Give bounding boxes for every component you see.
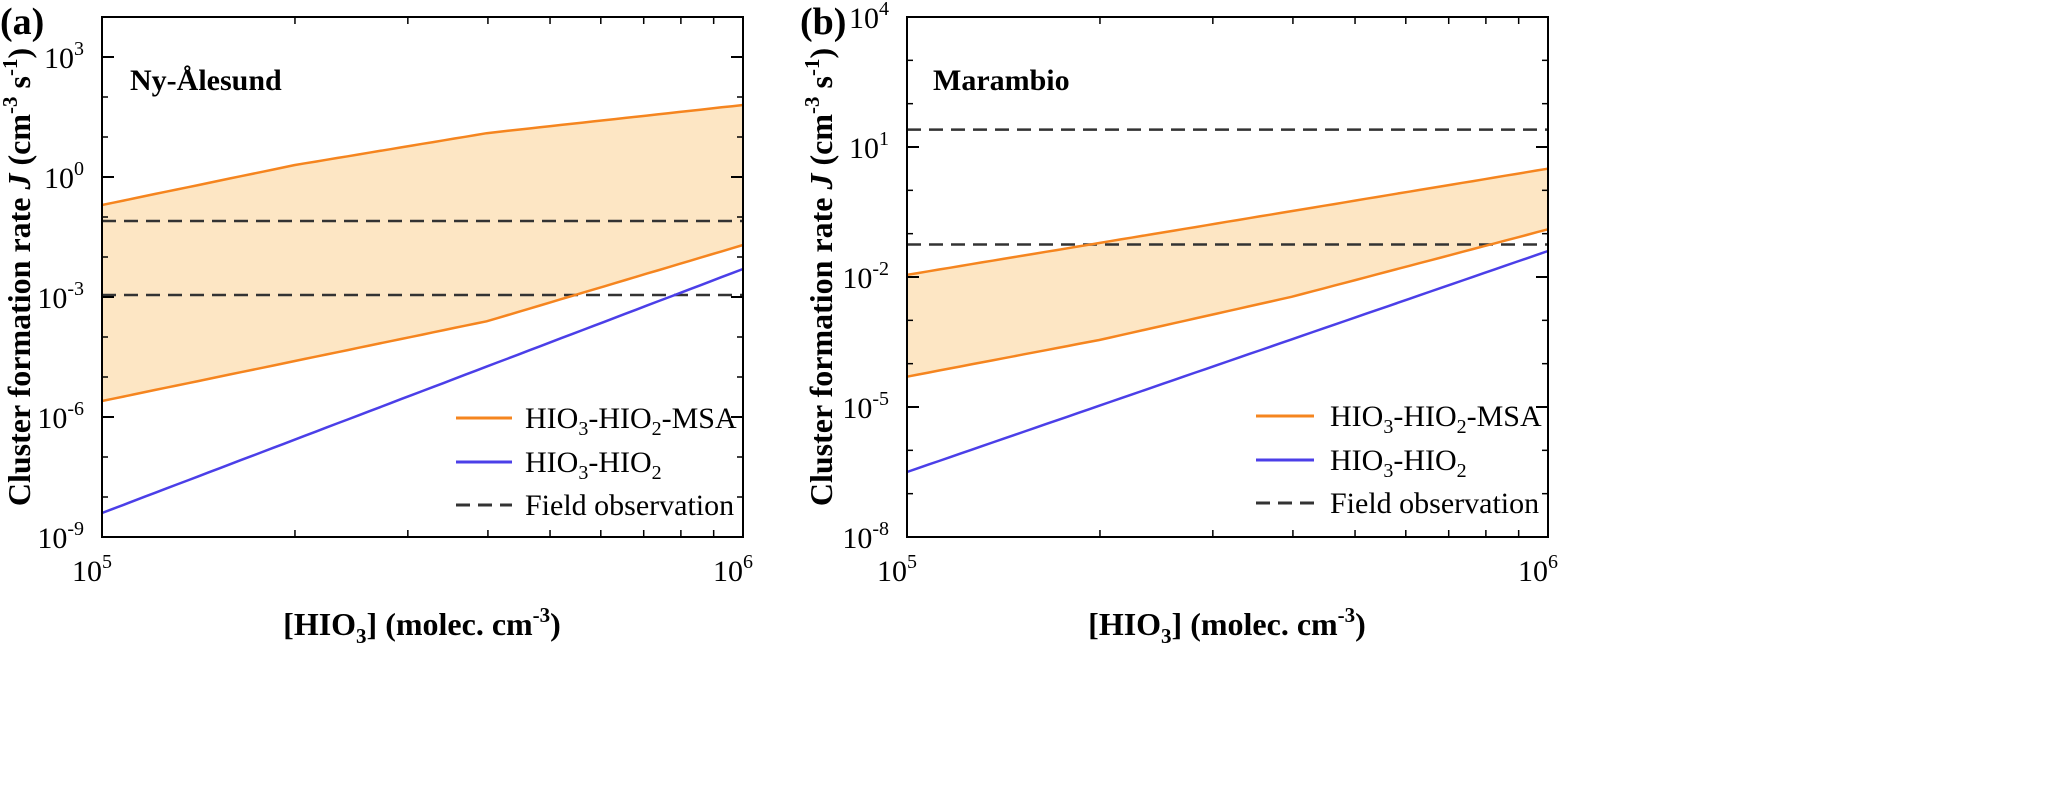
panel-a: (a) Ny-Ålesund HIO3-HIO2-MSA HIO3-HIO2 F…: [0, 1, 753, 648]
y-tick-label: 10-5: [842, 388, 889, 425]
msa-range-band: [102, 105, 743, 401]
x-tick-label: 105: [877, 551, 917, 588]
legend-label-field: Field observation: [1330, 487, 1539, 520]
legend-label-field: Field observation: [525, 489, 734, 522]
series-line-hio3-hio2: [906, 249, 1549, 474]
site-label-b: Marambio: [933, 64, 1070, 97]
y-tick-label: 10-6: [37, 398, 84, 435]
y-tick-label: 10-9: [37, 518, 84, 555]
y-tick-label: 101: [849, 128, 889, 165]
legend-label-msa: HIO3-HIO2-MSA: [525, 402, 737, 440]
plot-frame-b: [906, 16, 1549, 538]
y-tick-label: 10-2: [842, 258, 889, 295]
series-line-msa-upper: [906, 167, 1549, 277]
panel-b: (b) Marambio HIO3-HIO2-MSA HIO3-HIO2 Fie…: [800, 0, 1558, 648]
y-tick-label: 10-8: [842, 518, 889, 555]
legend-a: HIO3-HIO2-MSA HIO3-HIO2 Field observatio…: [456, 402, 737, 522]
y-tick-label: 100: [44, 158, 84, 195]
y-tick-label: 10-3: [37, 278, 84, 315]
plot-area-b: [906, 16, 1549, 538]
series-line-msa-lower: [906, 228, 1549, 378]
legend-label-hio2: HIO3-HIO2: [525, 446, 662, 484]
y-axis-title: Cluster formation rate J (cm-3 s-1): [0, 48, 37, 506]
series-line-msa-upper: [101, 103, 744, 207]
site-label-a: Ny-Ålesund: [130, 64, 282, 97]
plot-frame-a: [101, 16, 744, 538]
y-tick-label: 104: [849, 0, 889, 35]
panel-label-a: (a): [0, 1, 44, 43]
legend-b: HIO3-HIO2-MSA HIO3-HIO2 Field observatio…: [1256, 400, 1542, 520]
x-axis-title: [HIO3] (molec. cm-3): [283, 603, 561, 648]
y-tick-label: 103: [44, 38, 84, 75]
plot-area-a: [101, 17, 744, 538]
legend-label-hio2: HIO3-HIO2: [1330, 444, 1467, 482]
msa-range-band: [907, 168, 1548, 377]
y-axis-title: Cluster formation rate J (cm-3 s-1): [800, 48, 839, 506]
x-tick-label: 106: [1518, 551, 1558, 588]
x-tick-label: 106: [713, 551, 753, 588]
x-axis-title: [HIO3] (molec. cm-3): [1088, 603, 1366, 648]
x-tick-label: 105: [72, 551, 112, 588]
panel-label-b: (b): [800, 1, 846, 43]
legend-label-msa: HIO3-HIO2-MSA: [1330, 400, 1542, 438]
series-line-hio3-hio2: [101, 267, 744, 515]
series-line-msa-lower: [101, 243, 744, 403]
